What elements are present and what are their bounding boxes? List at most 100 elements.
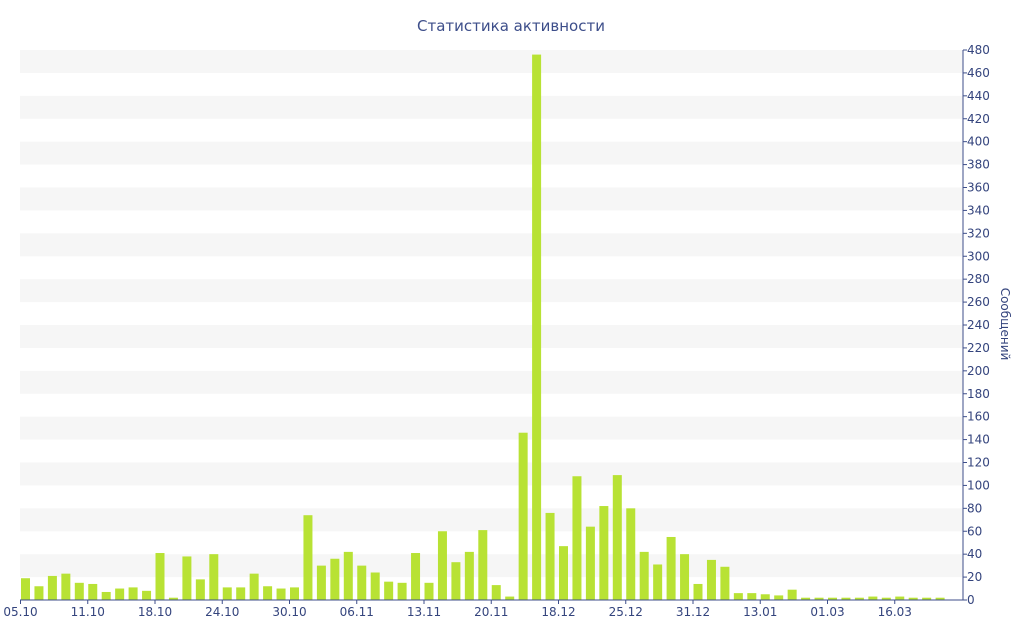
y-tick-label: 80	[967, 501, 982, 515]
x-tick-label: 05.10	[3, 605, 37, 619]
grid-band	[20, 508, 963, 532]
bar	[505, 596, 515, 600]
grid-band	[20, 279, 963, 303]
bar	[316, 565, 326, 600]
x-tick-label: 18.10	[138, 605, 172, 619]
x-tick-label: 13.01	[743, 605, 777, 619]
grid-band	[20, 325, 963, 348]
x-tick-label: 25.12	[609, 605, 643, 619]
bar	[908, 597, 918, 600]
bar	[303, 515, 313, 600]
bar	[854, 597, 864, 600]
bar	[693, 583, 703, 600]
bar	[384, 581, 394, 600]
bar	[142, 590, 152, 600]
bar	[841, 597, 851, 600]
bar	[935, 597, 945, 600]
bar	[411, 553, 421, 600]
bar	[397, 582, 407, 600]
y-tick-label: 480	[967, 43, 990, 57]
bar	[478, 530, 488, 600]
x-tick-label: 30.10	[272, 605, 306, 619]
y-tick-label: 200	[967, 364, 990, 378]
x-tick-label: 06.11	[340, 605, 374, 619]
x-tick-label: 18.12	[541, 605, 575, 619]
y-tick-label: 340	[967, 203, 990, 217]
bar	[464, 551, 474, 600]
y-tick-label: 180	[967, 387, 990, 401]
bar	[357, 565, 367, 600]
bar	[74, 582, 84, 600]
bar	[101, 591, 111, 600]
y-axis-ticks: 0 20 40 60 80 100 120 140 160 180 200 220 240 260 280 3…	[963, 43, 990, 607]
y-tick-label: 220	[967, 341, 990, 355]
bar	[639, 551, 649, 600]
x-tick-label: 24.10	[205, 605, 239, 619]
bar	[585, 526, 595, 600]
grid-band	[20, 187, 963, 211]
bar	[155, 553, 165, 600]
bar	[787, 589, 797, 600]
bar	[491, 585, 501, 600]
grid-band	[20, 95, 963, 119]
bar	[437, 531, 447, 600]
bar	[801, 597, 811, 600]
grid-band	[20, 141, 963, 165]
x-tick-label: 01.03	[810, 605, 844, 619]
y-tick-label: 280	[967, 272, 990, 286]
bar	[182, 556, 192, 600]
bar	[276, 588, 286, 600]
y-tick-label: 400	[967, 135, 990, 149]
bar	[47, 575, 57, 600]
bar	[706, 559, 716, 600]
bar	[209, 554, 219, 600]
bar	[370, 572, 380, 600]
y-tick-label: 460	[967, 66, 990, 80]
x-tick-label: 13.11	[407, 605, 441, 619]
bars	[21, 54, 945, 601]
bar	[61, 573, 71, 600]
bar	[451, 562, 461, 600]
y-tick-label: 100	[967, 478, 990, 492]
bar	[532, 54, 542, 601]
y-tick-label: 140	[967, 433, 990, 447]
bar	[720, 566, 730, 600]
grid-band	[20, 50, 963, 73]
bar	[774, 595, 784, 600]
y-tick-label: 300	[967, 249, 990, 263]
bar	[559, 546, 568, 600]
bar	[922, 597, 932, 600]
y-tick-label: 20	[967, 570, 982, 584]
bar	[572, 476, 582, 600]
bar	[545, 512, 555, 600]
y-tick-label: 160	[967, 410, 990, 424]
grid-band	[20, 370, 963, 394]
bar	[236, 587, 246, 600]
y-tick-label: 440	[967, 89, 990, 103]
grid-bands	[20, 50, 963, 578]
y-tick-label: 360	[967, 181, 990, 195]
y-tick-label: 0	[967, 593, 975, 607]
bar	[88, 583, 98, 600]
bar	[195, 579, 205, 600]
bar	[249, 573, 259, 600]
y-tick-label: 320	[967, 226, 990, 240]
y-tick-label: 40	[967, 547, 982, 561]
bar	[115, 588, 125, 600]
bar	[263, 586, 273, 600]
y-tick-label: 420	[967, 112, 990, 126]
bar	[424, 582, 434, 600]
bar	[21, 578, 30, 600]
bar	[666, 536, 676, 600]
grid-band	[20, 233, 963, 257]
x-tick-label: 20.11	[474, 605, 508, 619]
bar	[612, 475, 622, 600]
bar	[680, 554, 690, 600]
bar	[626, 508, 636, 600]
y-tick-label: 260	[967, 295, 990, 309]
bar	[599, 506, 609, 600]
bar	[881, 597, 891, 600]
x-axis-ticks: 05.10 11.10 18.10 24.10 30.10 06.11 13.11 20.11…	[3, 600, 912, 619]
chart-title: Статистика активности	[417, 17, 605, 35]
